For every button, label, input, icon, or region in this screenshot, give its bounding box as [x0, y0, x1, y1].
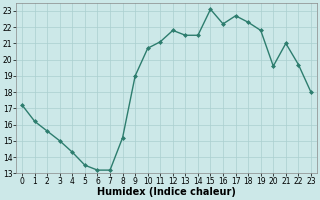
X-axis label: Humidex (Indice chaleur): Humidex (Indice chaleur) — [97, 187, 236, 197]
